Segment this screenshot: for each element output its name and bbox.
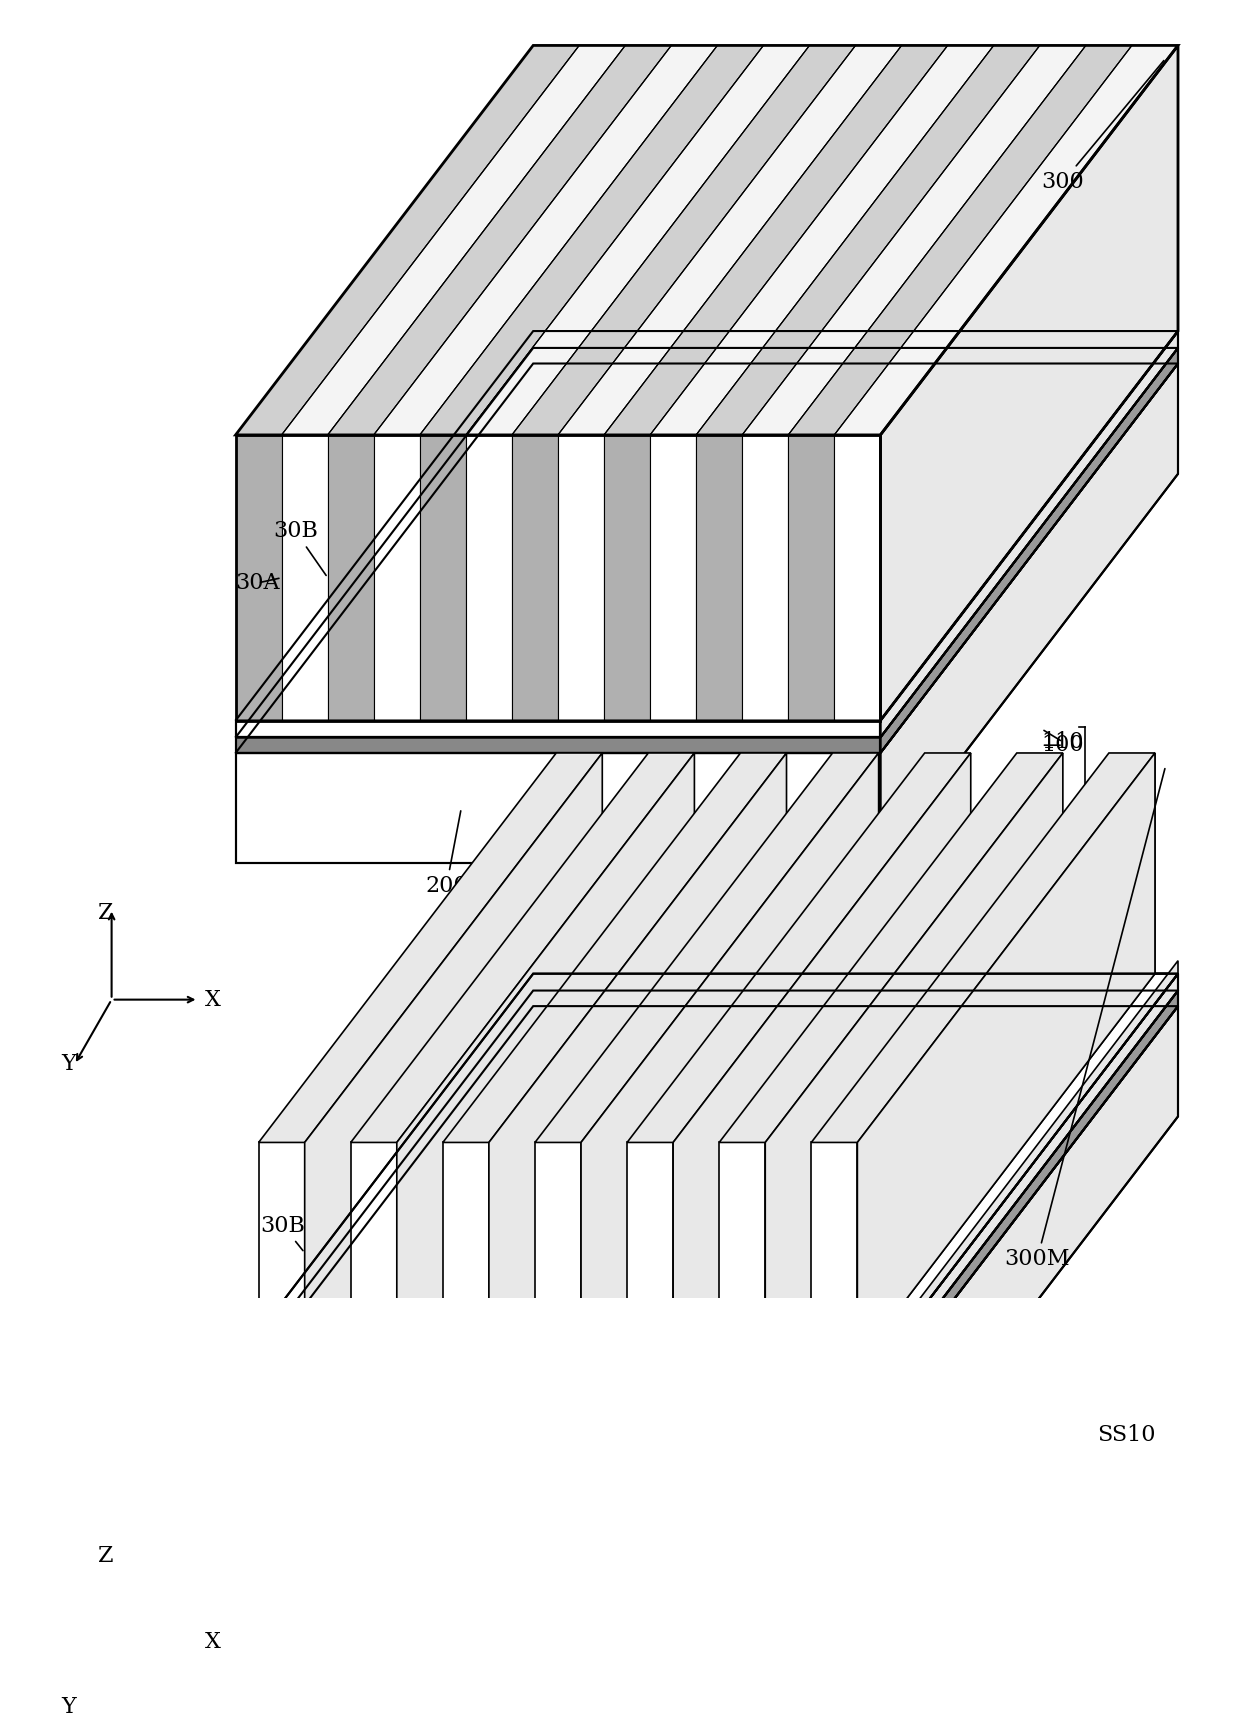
Polygon shape — [696, 45, 1040, 435]
Polygon shape — [696, 435, 743, 721]
Polygon shape — [259, 1142, 305, 1363]
Text: X: X — [205, 1631, 221, 1654]
Polygon shape — [558, 45, 901, 435]
Polygon shape — [627, 1142, 673, 1363]
Text: 30A: 30A — [236, 572, 280, 594]
Polygon shape — [811, 1142, 857, 1363]
Polygon shape — [650, 45, 993, 435]
Polygon shape — [857, 753, 1154, 1363]
Polygon shape — [604, 435, 650, 721]
Polygon shape — [880, 45, 1178, 721]
Polygon shape — [236, 990, 1178, 1381]
Polygon shape — [281, 435, 327, 721]
Text: X: X — [205, 988, 221, 1011]
Text: 300: 300 — [1042, 60, 1164, 194]
Text: 110: 110 — [1042, 731, 1084, 753]
Polygon shape — [880, 1006, 1178, 1505]
Polygon shape — [351, 1142, 397, 1363]
Polygon shape — [880, 961, 1178, 1363]
Polygon shape — [397, 753, 694, 1363]
Polygon shape — [880, 363, 1178, 864]
Polygon shape — [420, 435, 466, 721]
Polygon shape — [582, 753, 879, 1363]
Polygon shape — [604, 45, 947, 435]
Polygon shape — [236, 1363, 880, 1381]
Polygon shape — [719, 753, 1063, 1142]
Polygon shape — [719, 1142, 765, 1363]
Text: SS10: SS10 — [1097, 781, 1156, 804]
Text: 30B: 30B — [260, 1215, 305, 1251]
Polygon shape — [305, 753, 603, 1363]
Polygon shape — [789, 435, 835, 721]
Polygon shape — [236, 753, 880, 864]
Polygon shape — [236, 1006, 1178, 1396]
Polygon shape — [236, 1396, 880, 1505]
Polygon shape — [236, 363, 1178, 753]
Polygon shape — [880, 332, 1178, 738]
Polygon shape — [443, 753, 786, 1142]
Text: 300M: 300M — [1004, 769, 1164, 1270]
Text: FIG.  1B: FIG. 1B — [551, 1241, 689, 1272]
Polygon shape — [236, 332, 1178, 721]
Polygon shape — [650, 435, 696, 721]
Polygon shape — [789, 45, 1132, 435]
Polygon shape — [743, 435, 789, 721]
Polygon shape — [351, 753, 694, 1142]
Polygon shape — [327, 45, 671, 435]
Polygon shape — [627, 753, 971, 1142]
Polygon shape — [880, 347, 1178, 753]
Text: 30B: 30B — [273, 520, 326, 575]
Polygon shape — [880, 973, 1178, 1381]
Text: 200: 200 — [425, 810, 467, 897]
Text: SS10: SS10 — [1097, 1424, 1156, 1446]
Polygon shape — [466, 45, 810, 435]
Polygon shape — [236, 973, 1178, 1363]
Polygon shape — [512, 435, 558, 721]
Polygon shape — [743, 45, 1086, 435]
Polygon shape — [534, 1142, 582, 1363]
Polygon shape — [811, 753, 1154, 1142]
Polygon shape — [236, 1381, 880, 1396]
Polygon shape — [373, 45, 718, 435]
Text: 100: 100 — [1042, 734, 1084, 757]
Polygon shape — [512, 45, 856, 435]
Polygon shape — [259, 753, 603, 1142]
Polygon shape — [373, 435, 420, 721]
Polygon shape — [236, 435, 281, 721]
Polygon shape — [673, 753, 971, 1363]
Text: FIG.  1C: FIG. 1C — [551, 601, 689, 632]
Text: Y: Y — [61, 1052, 76, 1075]
Polygon shape — [236, 721, 880, 738]
Polygon shape — [835, 45, 1178, 435]
Polygon shape — [835, 435, 880, 721]
Polygon shape — [420, 45, 764, 435]
Polygon shape — [765, 753, 1063, 1363]
Text: Z: Z — [98, 1545, 113, 1567]
Polygon shape — [489, 753, 786, 1363]
Polygon shape — [236, 45, 579, 435]
Polygon shape — [857, 753, 1154, 1363]
Polygon shape — [466, 435, 512, 721]
Polygon shape — [534, 753, 879, 1142]
Polygon shape — [558, 435, 604, 721]
Text: Y: Y — [61, 1695, 76, 1718]
Polygon shape — [443, 1142, 489, 1363]
Polygon shape — [281, 45, 625, 435]
Text: Z: Z — [98, 902, 113, 924]
Polygon shape — [327, 435, 373, 721]
Polygon shape — [880, 990, 1178, 1396]
Polygon shape — [236, 1350, 880, 1363]
Polygon shape — [236, 973, 1178, 1363]
Polygon shape — [236, 347, 1178, 738]
Polygon shape — [236, 738, 880, 753]
